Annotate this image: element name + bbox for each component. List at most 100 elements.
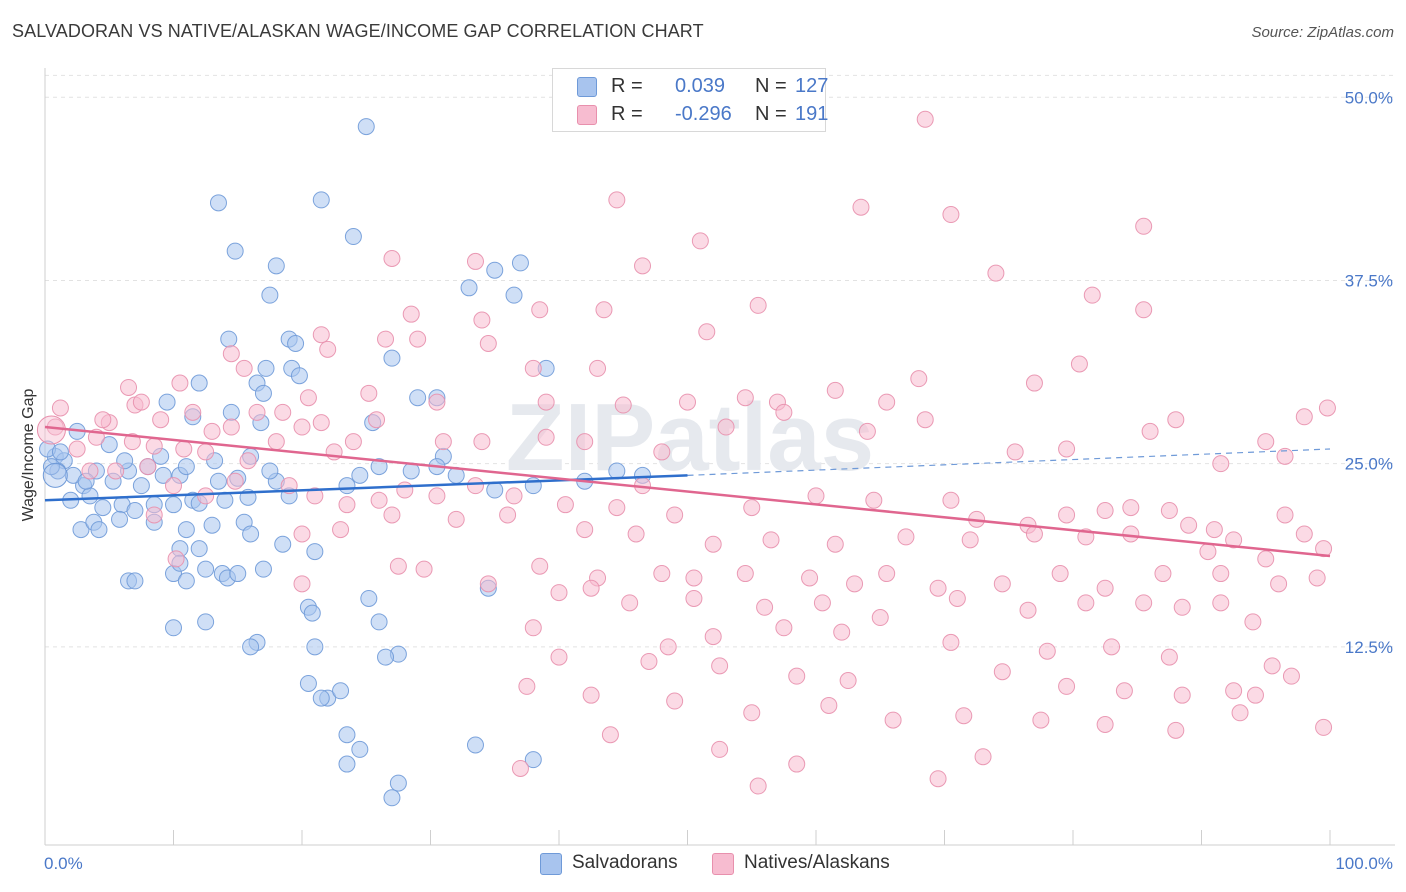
native-point [1276,447,1294,465]
native-point [1115,682,1133,700]
salvadoran-point [81,487,99,505]
native-point [473,311,491,329]
salvadoran-point [229,565,247,583]
native-point [524,619,542,637]
salvadoran-point [72,521,90,539]
legend-swatch-pink [712,853,734,875]
y-axis-label: Wage/Income Gap [20,389,37,522]
native-point [833,623,851,641]
native-point [711,657,729,675]
native-point [312,326,330,344]
native-point [576,521,594,539]
native-point [1257,433,1275,451]
salvadoran-point [377,648,395,666]
native-point [916,411,934,429]
y-tick-label: 12.5% [1345,638,1393,657]
native-point [653,443,671,461]
native-point [550,648,568,666]
chart-source: Source: ZipAtlas.com [1251,24,1394,41]
salvadoran-point [154,466,172,484]
native-point [415,560,433,578]
native-point [123,433,141,451]
native-point [505,487,523,505]
native-point [428,393,446,411]
native-point [1205,521,1223,539]
native-point [1167,411,1185,429]
salvadoran-point [254,384,272,402]
native-point [659,638,677,656]
native-point [1025,525,1043,543]
native-point [679,393,696,411]
native-point [338,496,356,514]
salvadoran-point [486,261,504,279]
native-point [743,499,761,517]
salvadoran-point [332,682,350,700]
native-point [775,619,793,637]
salvadoran-point [312,689,330,707]
legend-label: Salvadorans [572,852,678,873]
native-point [1006,443,1024,461]
native-point [184,403,202,421]
native-point [479,575,497,593]
salvadoran-point [389,774,407,792]
salvadoran-point [220,330,238,348]
native-point [360,384,378,402]
native-point [306,487,324,505]
r-value: 0.039 [675,75,726,97]
native-point [235,359,253,377]
native-point [788,667,806,685]
y-tick-label: 50.0% [1345,88,1393,107]
native-point [852,198,870,216]
native-point [846,575,864,593]
native-point [299,389,317,407]
native-point [801,569,819,587]
native-point [1318,399,1336,417]
native-point [1032,711,1050,729]
native-point [910,370,928,388]
salvadoran-point [203,516,221,534]
native-point [165,477,182,495]
native-point [1070,355,1088,373]
native-point [1103,638,1121,656]
native-point [1083,286,1101,304]
native-point [929,579,947,597]
native-point [226,472,244,490]
native-point [756,598,774,616]
salvadoran-point [290,367,308,385]
native-point [813,594,831,612]
correlation-legend: R = 0.039 N = 127 R = -0.296 N = 191 [552,68,828,132]
native-point [1058,440,1076,458]
native-point [1141,422,1159,440]
native-point [993,663,1011,681]
native-point [865,491,883,509]
data-points [36,110,1336,807]
native-trend-line [44,425,1331,558]
native-point [293,525,311,543]
native-point [473,433,491,451]
native-point [171,374,189,392]
native-point [1160,502,1178,520]
native-point [1257,550,1275,568]
native-point [736,565,754,583]
native-point [203,422,221,440]
native-point [344,433,362,451]
native-point [1096,715,1114,733]
salvadoran-point [344,228,362,246]
native-point [897,528,915,546]
native-point [1315,718,1333,736]
salvadoran-point [409,389,427,407]
native-point [537,393,555,411]
native-point [691,232,709,250]
salvadoran-point [357,118,375,136]
native-point [942,491,960,509]
salvadoran-point [303,604,321,622]
native-point [820,696,838,714]
native-point [634,257,652,275]
salvadoran-point [511,254,529,272]
native-point [736,389,754,407]
n-label: N = [755,103,787,125]
native-point [409,330,427,348]
native-point [152,411,170,429]
native-point [826,381,844,399]
salvadoran-point [312,191,330,209]
